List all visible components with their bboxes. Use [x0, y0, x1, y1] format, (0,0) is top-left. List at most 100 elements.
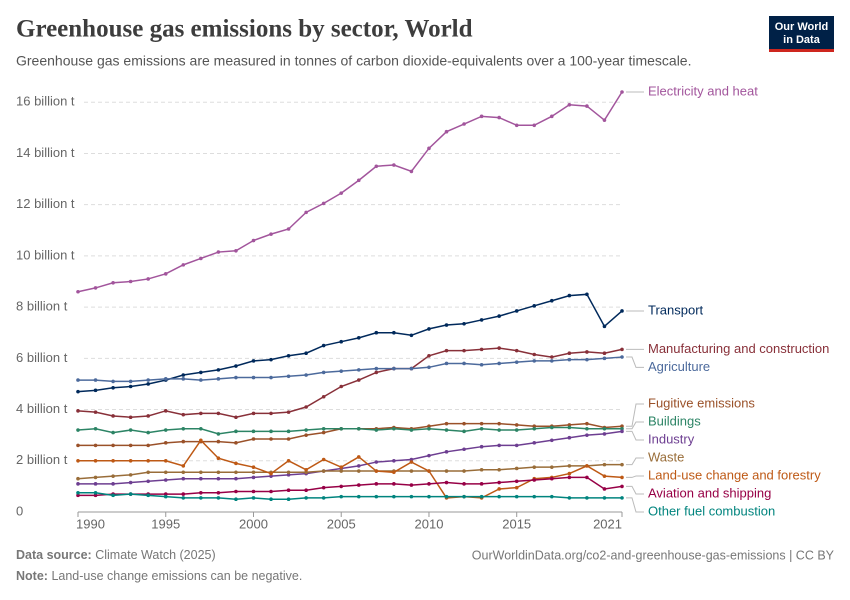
x-tick-label: 2000 [239, 516, 268, 531]
x-tick-label: 2010 [415, 516, 444, 531]
data-point [514, 466, 519, 471]
data-point [392, 330, 396, 335]
data-point [304, 405, 308, 409]
data-point [497, 115, 501, 120]
data-point [286, 488, 291, 493]
legend-label: Land-use change and forestry [648, 467, 821, 482]
data-point [286, 458, 291, 463]
data-point [163, 441, 168, 445]
data-point [181, 373, 186, 377]
data-point [462, 482, 466, 486]
data-point [321, 485, 326, 490]
data-point [532, 494, 537, 499]
data-point [620, 355, 624, 359]
chart-subtitle: Greenhouse gas emissions are measured in… [16, 53, 692, 69]
data-point [339, 384, 344, 389]
data-point [356, 455, 361, 459]
legend-label: Waste [648, 449, 684, 464]
data-point [567, 103, 572, 107]
data-point [93, 388, 98, 393]
source-label: Data source: [16, 548, 92, 562]
data-point [199, 490, 203, 495]
data-point [146, 493, 150, 498]
data-point [374, 428, 379, 432]
data-point [514, 309, 519, 313]
data-point [111, 385, 115, 390]
data-point [199, 496, 203, 500]
data-point [199, 378, 203, 382]
data-point [286, 227, 291, 231]
data-point [514, 423, 519, 427]
series-line [78, 492, 622, 500]
data-point [374, 460, 379, 464]
data-point [392, 426, 396, 431]
data-point [93, 490, 98, 495]
data-point [567, 471, 572, 476]
data-point [111, 280, 115, 285]
data-point [251, 437, 256, 441]
legend-label: Buildings [648, 413, 701, 428]
label-connector [626, 497, 644, 513]
data-point [550, 114, 554, 119]
data-point [181, 377, 186, 381]
data-point [286, 437, 291, 441]
data-point [585, 464, 589, 468]
data-point [567, 425, 572, 430]
data-point [216, 490, 221, 495]
data-point [462, 429, 466, 434]
data-point [444, 428, 449, 432]
data-point [339, 339, 344, 344]
data-point [199, 370, 203, 375]
legend-label: Industry [648, 431, 695, 446]
data-point [392, 458, 396, 463]
data-point [427, 469, 431, 473]
data-point [602, 487, 607, 491]
data-point [585, 357, 589, 362]
data-point [550, 359, 554, 363]
data-point [567, 496, 572, 500]
y-tick-label: 8 billion t [16, 299, 68, 314]
data-point [234, 415, 238, 420]
data-point [76, 443, 80, 448]
data-point [514, 123, 519, 128]
data-point [479, 426, 484, 431]
data-point [585, 104, 589, 108]
data-point [76, 289, 80, 294]
data-point [462, 361, 466, 366]
data-point [550, 298, 554, 303]
data-point [602, 324, 607, 329]
data-point [462, 447, 466, 452]
data-point [427, 426, 431, 431]
data-point [216, 456, 221, 461]
y-tick-label: 4 billion t [16, 401, 68, 416]
data-point [497, 314, 501, 318]
data-point [462, 469, 466, 473]
data-point [146, 277, 150, 281]
data-point [427, 494, 431, 499]
data-point [356, 368, 361, 372]
label-connector [626, 430, 644, 441]
data-point [409, 494, 414, 499]
label-connector [626, 403, 644, 427]
data-point [374, 370, 379, 375]
chart-title: Greenhouse gas emissions by sector, Worl… [16, 16, 473, 43]
data-point [251, 429, 256, 434]
data-point [216, 470, 221, 475]
data-point [146, 458, 150, 463]
data-point [111, 379, 115, 384]
label-connector [626, 457, 644, 466]
data-point [163, 494, 168, 499]
data-point [163, 272, 168, 276]
data-point [146, 479, 150, 484]
label-connector [626, 475, 644, 478]
data-point [497, 421, 501, 426]
legend-label: Other fuel combustion [648, 503, 775, 518]
data-point [128, 428, 133, 432]
data-point [251, 359, 256, 363]
series-line [78, 430, 623, 485]
data-point [532, 426, 537, 431]
data-point [620, 424, 624, 429]
data-point [585, 433, 589, 437]
y-tick-label: 10 billion t [16, 247, 75, 262]
data-point [181, 426, 186, 431]
